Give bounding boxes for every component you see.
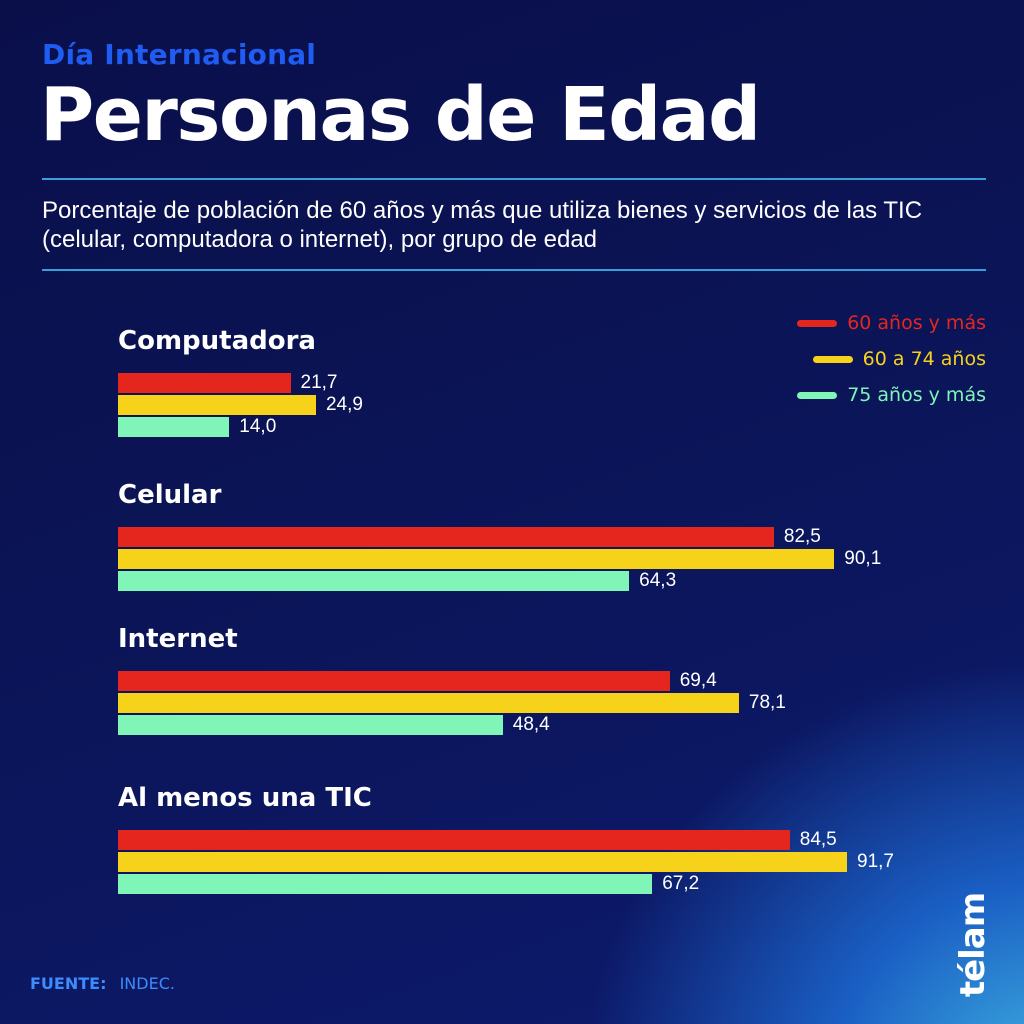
bar-3-3 xyxy=(118,715,503,735)
top-rule xyxy=(42,178,986,180)
bar-value-4-2: 91,7 xyxy=(857,851,894,872)
legend-label-2: 60 a 74 años xyxy=(862,348,986,370)
telam-logo: télam xyxy=(948,890,998,1000)
legend-item-1: 60 años y más xyxy=(797,305,986,341)
legend: 60 años y más 60 a 74 años 75 años y más xyxy=(797,305,986,413)
legend-swatch-3 xyxy=(797,391,838,399)
legend-label-1: 60 años y más xyxy=(847,312,986,334)
legend-item-2: 60 a 74 años xyxy=(797,341,986,377)
legend-swatch-2 xyxy=(812,355,853,363)
bar-1-3 xyxy=(118,417,230,437)
page-title: Personas de Edad xyxy=(40,72,761,158)
group-label-3: Internet xyxy=(118,624,238,654)
bar-3-1 xyxy=(118,671,670,691)
bar-value-2-1: 82,5 xyxy=(783,526,821,547)
bar-2-2 xyxy=(118,549,835,569)
group-label-1: Computadora xyxy=(118,326,316,356)
bar-value-4-3: 67,2 xyxy=(662,873,700,894)
bar-2-3 xyxy=(118,571,630,591)
legend-swatch-1 xyxy=(797,319,838,327)
legend-item-3: 75 años y más xyxy=(797,377,986,413)
bar-1-1 xyxy=(118,373,291,393)
bar-value-2-2: 90,1 xyxy=(844,548,882,569)
source-label: FUENTE: xyxy=(30,974,107,993)
group-label-4: Al menos una TIC xyxy=(118,783,372,813)
bar-value-3-2: 78,1 xyxy=(748,692,786,713)
bar-value-2-3: 64,3 xyxy=(639,570,677,591)
subtitle: Porcentaje de población de 60 años y más… xyxy=(42,197,923,253)
bar-2-1 xyxy=(118,527,774,547)
bar-value-1-3: 14,0 xyxy=(239,416,277,437)
bottom-rule xyxy=(42,269,986,271)
bar-4-2 xyxy=(118,852,847,872)
source: FUENTE: INDEC. xyxy=(30,974,175,993)
logo-wordmark: télam xyxy=(953,892,993,998)
bar-value-4-1: 84,5 xyxy=(799,829,837,850)
legend-label-3: 75 años y más xyxy=(847,384,986,406)
bar-value-3-3: 48,4 xyxy=(512,714,550,735)
bar-4-1 xyxy=(118,830,790,850)
bar-value-1-1: 21,7 xyxy=(300,372,338,393)
bar-value-1-2: 24,9 xyxy=(325,394,363,415)
kicker-title: Día Internacional xyxy=(42,38,317,71)
source-value: INDEC. xyxy=(119,974,175,993)
bar-1-2 xyxy=(118,395,316,415)
bar-3-2 xyxy=(118,693,739,713)
bar-4-3 xyxy=(118,874,653,894)
bar-value-3-1: 69,4 xyxy=(679,670,717,691)
group-label-2: Celular xyxy=(118,480,222,510)
